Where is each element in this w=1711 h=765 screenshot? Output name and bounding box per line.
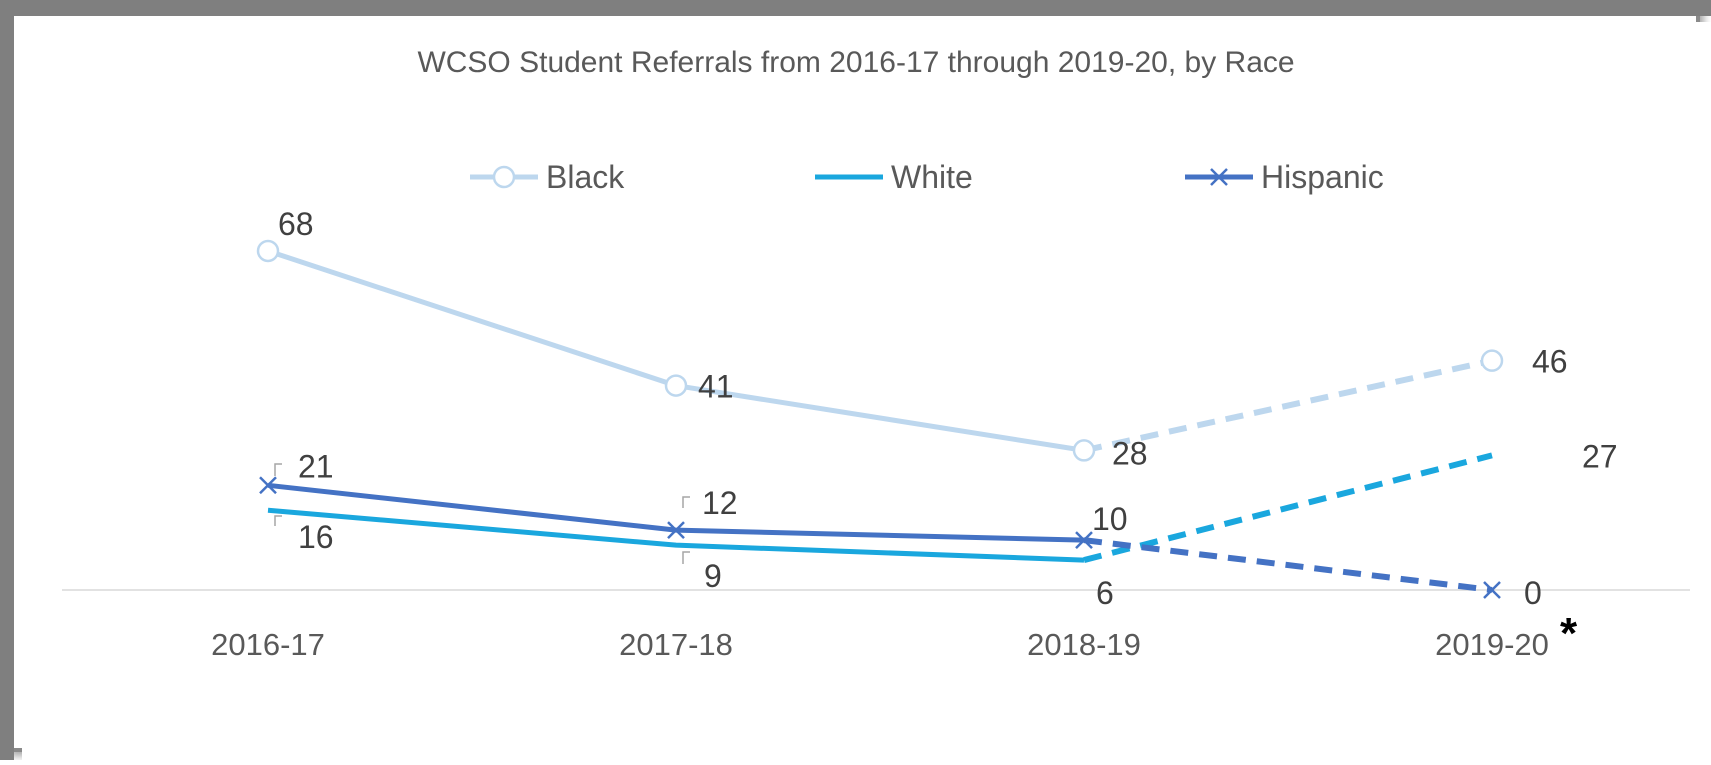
series-projected-line-black [1083,357,1493,454]
legend-marker-black [492,165,516,189]
point-hispanic-0 [259,476,277,495]
point-hispanic-2 [1075,531,1093,550]
leader-line-2 [682,496,690,508]
legend-item-white: White [815,159,973,195]
top-edge [14,0,1711,16]
data-label-black-1: 41 [698,369,734,405]
point-black-0 [256,239,280,263]
point-black-2 [1072,439,1096,462]
data-label-white-2: 6 [1096,575,1114,611]
x-tick-label-2: 2018-19 [1027,627,1141,662]
point-hispanic-3 [1483,581,1501,599]
plot-panel [22,22,1711,760]
data-label-white-1: 9 [704,558,722,594]
data-label-hispanic-1: 12 [702,485,738,521]
x-tick-label-3: 2019-20 [1435,627,1549,662]
chart-title: WCSO Student Referrals from 2016-17 thro… [417,46,1294,79]
data-label-white-3: 27 [1582,438,1618,474]
leader-line-0 [274,463,282,476]
legend-item-hispanic: Hispanic [1185,159,1384,195]
x-tick-label-0: 2016-17 [211,627,325,662]
legend-label-hispanic: Hispanic [1261,159,1384,195]
series-layer [256,239,1504,599]
point-black-1 [664,374,688,397]
leader-line-3 [682,551,690,564]
data-label-black-3: 46 [1532,344,1568,380]
data-label-white-0: 16 [298,519,334,555]
footnote-asterisk: * [1560,609,1578,658]
point-hispanic-1 [667,521,685,540]
data-label-black-2: 28 [1112,435,1148,471]
legend-item-black: Black [470,159,625,195]
legend-label-black: Black [546,159,625,195]
point-black-3 [1480,349,1504,372]
data-labels: 68 41 28 46 16 9 6 27 21 12 10 0 [274,206,1618,611]
legend-label-white: White [891,159,973,195]
legend: Black White Hispanic [470,159,1384,195]
series-line-white [267,507,1085,563]
x-tick-labels: 2016-17 2017-18 2018-19 2019-20 [211,627,1549,662]
x-tick-label-1: 2017-18 [619,627,733,662]
data-label-black-0: 68 [278,206,314,242]
series-projected-line-white [1083,452,1493,563]
series-projected-line-hispanic [1083,537,1493,593]
data-label-hispanic-3: 0 [1524,575,1542,611]
leader-line-1 [274,515,282,526]
data-label-hispanic-2: 10 [1092,501,1128,537]
left-edge [0,0,14,760]
data-label-hispanic-0: 21 [298,448,334,484]
legend-marker-hispanic [1210,168,1228,186]
